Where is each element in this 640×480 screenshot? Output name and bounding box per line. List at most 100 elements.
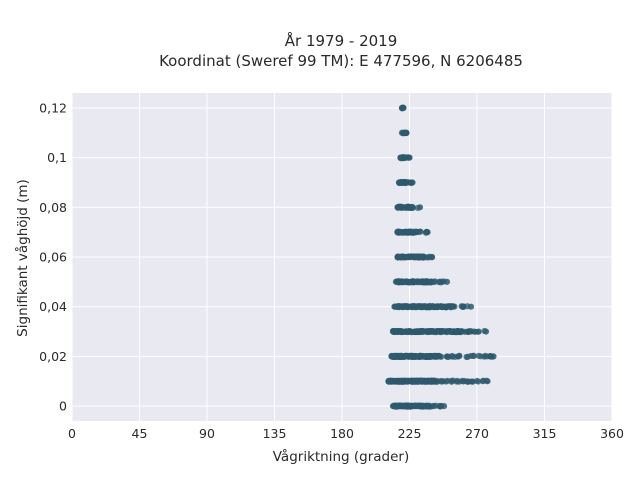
data-point [409,204,416,211]
x-tick-label: 0 [68,426,76,441]
y-tick-label: 0,1 [47,150,67,165]
data-point [397,154,404,161]
data-point [484,378,491,385]
y-tick-label: 0 [59,399,67,414]
data-point [437,303,444,310]
data-point [426,378,433,385]
data-point [400,104,407,112]
y-tick-label: 0,04 [39,299,67,314]
data-point [395,377,402,384]
data-point [398,129,406,136]
data-point [442,328,449,335]
x-tick-label: 270 [465,426,489,441]
chart-subtitle: Koordinat (Sweref 99 TM): E 477596, N 62… [159,52,523,70]
data-point [395,179,403,186]
data-point [412,402,419,409]
x-tick-label: 315 [533,426,557,441]
data-point [413,278,420,285]
data-point [397,278,405,286]
data-point [417,303,424,311]
data-point [406,154,413,161]
data-point [475,378,482,385]
data-point [407,402,414,409]
y-tick-label: 0,02 [39,349,67,364]
data-point [403,278,411,285]
data-point [417,228,424,235]
data-point [475,328,482,335]
data-point [466,327,473,335]
data-point [432,303,440,311]
data-point [469,378,476,385]
data-point [452,328,459,335]
data-point [431,278,438,286]
data-point [443,278,451,285]
data-point [394,253,401,261]
data-point [389,328,397,335]
x-tick-label: 225 [398,426,422,441]
data-point [426,402,433,409]
data-point [403,129,410,136]
data-point [459,303,466,310]
data-point [419,353,426,360]
data-point [438,353,445,360]
data-point [385,378,392,385]
data-point [445,303,452,310]
data-point [424,328,431,335]
data-point [432,328,439,335]
y-tick-label: 0,06 [39,250,67,265]
data-point [392,278,400,285]
y-axis-label: Signifikant våghöjd (m) [14,179,31,337]
data-point [398,352,405,359]
data-point [399,204,406,211]
data-point [467,303,475,310]
data-point [409,179,416,186]
data-point [448,377,455,384]
data-point [451,353,458,360]
data-point [430,402,438,410]
chart-title: År 1979 - 2019 [285,31,398,50]
data-point [410,303,417,310]
data-point [464,353,471,360]
data-point [391,303,398,310]
data-point [416,204,424,211]
data-point [394,204,401,211]
data-point [482,328,490,335]
data-point [399,253,407,260]
data-point [389,402,397,410]
data-point [490,353,497,360]
data-point [411,254,419,261]
y-tick-label: 0,08 [39,200,67,215]
data-point [398,328,405,336]
data-point [394,229,401,236]
data-point [403,303,410,310]
data-point [408,279,415,286]
data-point [437,278,444,285]
data-point [406,229,414,236]
data-point [440,402,448,410]
y-tick-label: 0,12 [39,100,67,115]
data-point [470,352,477,359]
data-point [412,328,419,335]
data-point [438,378,445,385]
data-point [428,253,436,261]
x-tick-label: 180 [330,426,354,441]
x-tick-label: 360 [600,426,624,441]
data-point [405,204,412,211]
x-axis-ticks: 0 45 90 135 180 225 270 315 360 [68,426,624,441]
data-points [385,104,497,410]
data-point [421,279,428,286]
data-point [431,352,438,359]
x-tick-label: 135 [263,426,287,441]
data-point [458,377,466,384]
data-point [412,378,419,385]
gridlines [71,93,613,421]
data-point [425,353,433,360]
data-point [404,253,412,260]
data-point [388,353,395,360]
x-tick-label: 90 [199,426,215,441]
data-point [419,328,426,335]
y-axis-ticks: 0 0,02 0,04 0,06 0,08 0,1 0,12 [39,100,67,413]
data-point [449,303,456,310]
data-point [419,254,426,261]
